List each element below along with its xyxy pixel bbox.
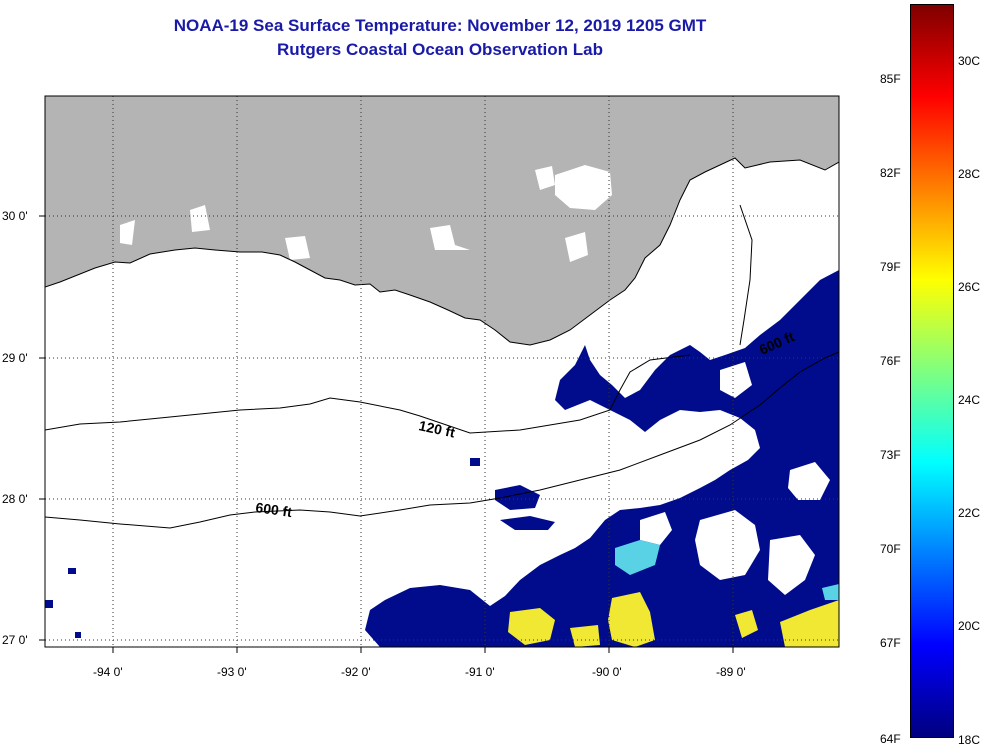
colorbar-c-label: 18C <box>958 733 981 747</box>
lake <box>285 236 310 260</box>
cloud-patch <box>640 512 672 545</box>
cold-sst-patch <box>500 516 555 530</box>
lake <box>535 166 555 190</box>
lat-tick-label: 28 0' <box>2 492 28 506</box>
lon-tick-label: -93 0' <box>217 665 247 679</box>
map-title: NOAA-19 Sea Surface Temperature: Novembe… <box>173 16 707 35</box>
lon-tick-label: -91 0' <box>465 665 495 679</box>
isobath-120ft <box>45 354 691 434</box>
tick-marks <box>39 215 734 653</box>
cold-sst-speck <box>45 600 53 608</box>
warm-sst-patch <box>822 584 839 600</box>
map-frame <box>44 95 840 648</box>
isobath-600ft <box>45 351 839 529</box>
lake <box>430 225 470 250</box>
colorbar-f-label: 67F <box>880 636 901 650</box>
colorbar-c-label: 24C <box>958 393 981 407</box>
map-subtitle: Rutgers Coastal Ocean Observation Lab <box>277 40 603 59</box>
colorbar-f-label: 85F <box>880 72 901 86</box>
lake <box>120 220 135 245</box>
warm-sst-patch <box>608 592 655 647</box>
lat-tick-label: 27 0' <box>2 633 28 647</box>
cold-sst-speck <box>75 632 81 638</box>
coastline <box>45 157 839 346</box>
contour-label: 120 ft <box>417 417 456 440</box>
lat-tick-label: 30 0' <box>2 209 28 223</box>
colorbar-c-label: 28C <box>958 167 981 181</box>
lat-tick-label: 29 0' <box>2 351 28 365</box>
sst-map: 120 ft 600 ft 600 ft -94 0' -93 0' -92 0… <box>2 95 840 679</box>
colorbar-f-label: 82F <box>880 166 901 180</box>
cold-sst-patch <box>495 485 540 510</box>
colorbar-c-label: 20C <box>958 619 981 633</box>
colorbar-f-label: 76F <box>880 354 901 368</box>
warm-sst-patch <box>735 610 758 638</box>
cloud-patch <box>768 535 815 595</box>
lon-tick-label: -94 0' <box>93 665 123 679</box>
contour-label: 600 ft <box>255 499 294 520</box>
colorbar-f-label: 79F <box>880 260 901 274</box>
cloud-patch <box>720 362 752 398</box>
isobath-600ft-upper <box>739 204 753 346</box>
colorbar-f-label: 70F <box>880 542 901 556</box>
warm-sst-patch <box>615 540 660 575</box>
colorbar-f-label: 64F <box>880 732 901 746</box>
warm-sst-patch <box>570 625 600 647</box>
colorbar-c-label: 26C <box>958 280 981 294</box>
land-mass <box>45 96 839 345</box>
lake <box>555 165 612 210</box>
warm-sst-patch <box>508 608 555 645</box>
colorbar-c-label: 22C <box>958 506 981 520</box>
colorbar-c-label: 30C <box>958 54 981 68</box>
warm-sst-patch <box>780 600 839 647</box>
cloud-patch <box>788 462 830 500</box>
lon-tick-label: -89 0' <box>716 665 746 679</box>
cloud-patch <box>695 510 760 580</box>
lake <box>190 205 210 232</box>
cold-sst-speck <box>68 568 76 574</box>
lon-tick-label: -92 0' <box>341 665 371 679</box>
lon-tick-label: -90 0' <box>592 665 622 679</box>
graticule <box>45 96 839 647</box>
temperature-colorbar <box>910 4 954 738</box>
colorbar-f-label: 73F <box>880 448 901 462</box>
lake <box>565 232 588 262</box>
cold-sst-speck <box>470 458 480 466</box>
